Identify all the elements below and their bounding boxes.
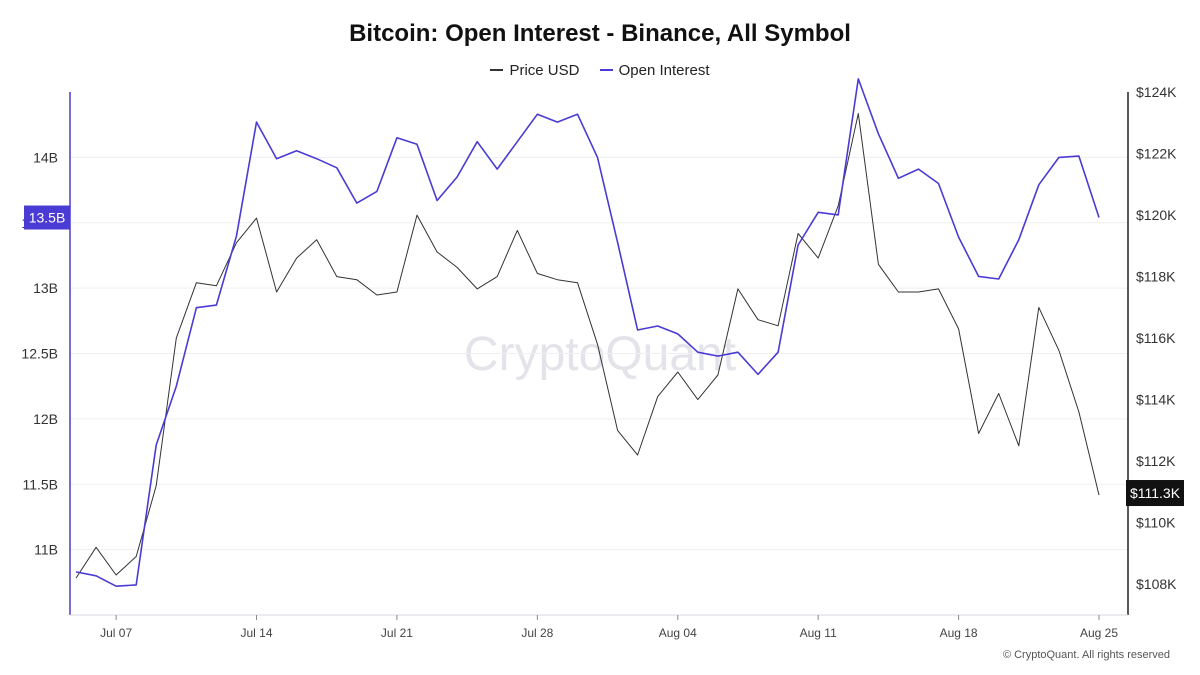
- legend-item-price[interactable]: Price USD: [490, 62, 579, 79]
- x-tick-label: Aug 25: [1080, 626, 1118, 640]
- current-open-interest-badge: [24, 205, 70, 230]
- series-lines: [75, 78, 1100, 588]
- current-price-badge: [1126, 480, 1184, 507]
- x-tick-label: Jul 14: [241, 626, 273, 640]
- y-right-tick-label: $108K: [1136, 576, 1177, 592]
- x-tick-label: Jul 28: [521, 626, 553, 640]
- x-tick-label: Aug 11: [800, 626, 837, 640]
- legend-label-price: Price USD: [509, 61, 580, 79]
- y-right-tick-label: $124K: [1136, 84, 1177, 100]
- y-left-tick-label: 12B: [33, 411, 58, 427]
- grid-lines: [70, 156, 1128, 551]
- y-right-tick-label: $118K: [1136, 269, 1176, 285]
- chart-title: Bitcoin: Open Interest - Binance, All Sy…: [349, 20, 851, 47]
- open-interest-line: [75, 78, 1100, 588]
- copyright: © CryptoQuant. All rights reserved: [1002, 649, 1170, 661]
- price-usd-line: [75, 113, 1100, 579]
- y-left-tick-label: 12.5B: [21, 346, 58, 362]
- legend-swatch-open-interest: [599, 69, 613, 71]
- tick-labels: 11B 11.5B 12B 12.5B 13B 13.5B 14B $108K $110K $11…: [21, 84, 1184, 640]
- y-right-tick-label: $112K: [1136, 453, 1176, 469]
- x-tick-label: Jul 07: [100, 626, 132, 640]
- y-right-tick-label: $116K: [1136, 330, 1176, 346]
- legend-label-open-interest: Open Interest: [618, 61, 710, 79]
- y-right-tick-label: $114K: [1136, 392, 1176, 408]
- y-right-tick-label: $120K: [1136, 207, 1177, 223]
- current-open-interest-label: 13.5B: [29, 210, 66, 226]
- legend-swatch-price: [490, 69, 504, 71]
- legend-item-open-interest[interactable]: Open Interest: [599, 61, 710, 79]
- x-tick-label: Aug 18: [940, 626, 978, 640]
- y-left-tick-label: 11B: [34, 542, 58, 558]
- y-left-tick-label: 11.5B: [22, 476, 58, 492]
- x-tick-label: Jul 21: [381, 626, 413, 640]
- y-right-tick-label: $122K: [1136, 146, 1177, 162]
- y-left-tick-label: 13B: [33, 280, 58, 296]
- current-price-label: $111.3K: [1130, 485, 1181, 501]
- x-tick-label: Aug 04: [659, 626, 697, 640]
- axes: [69, 92, 1129, 620]
- legend: Price USD Open Interest: [0, 58, 1200, 79]
- y-left-tick-label: 14B: [33, 149, 58, 165]
- y-right-tick-label: $110K: [1136, 515, 1176, 531]
